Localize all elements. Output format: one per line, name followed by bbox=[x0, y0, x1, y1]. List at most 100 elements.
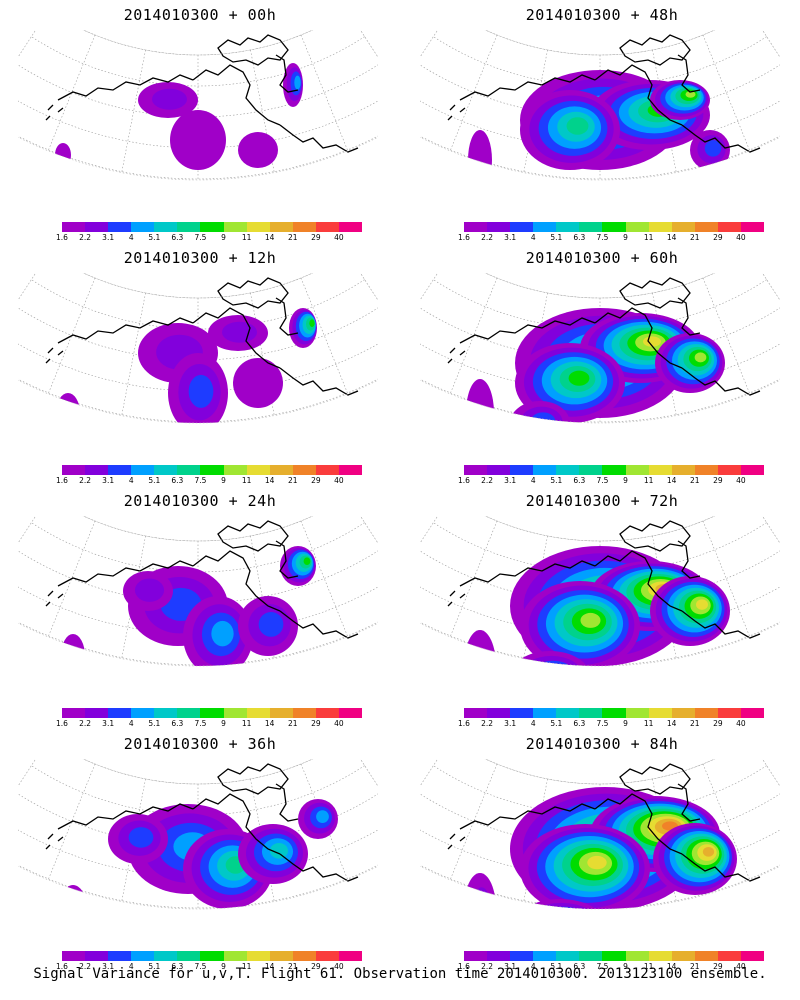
parallel-line bbox=[484, 759, 716, 785]
colorbar-segment bbox=[740, 708, 765, 718]
coastline bbox=[681, 853, 761, 882]
colorbar-tick-label: 9 bbox=[221, 476, 226, 485]
colorbar-tick-label: 1.6 bbox=[458, 962, 470, 971]
variance-contour bbox=[56, 393, 80, 424]
panel-title: 2014010300 + 72h bbox=[525, 492, 679, 510]
parallel-line bbox=[484, 273, 716, 299]
variance-contour bbox=[316, 810, 329, 823]
meridian-line bbox=[761, 516, 780, 544]
domain-outline bbox=[18, 759, 378, 910]
colorbar-tick-label: 6.3 bbox=[573, 962, 586, 971]
colorbar-labels: 1.6 2.2 3.1 4 5.1 6.3 7.5 9 11 14 21 29 40 bbox=[458, 719, 764, 729]
colorbar-tick-label: 21 bbox=[689, 476, 700, 485]
colorbar-segment bbox=[464, 222, 488, 232]
colorbar-segment bbox=[464, 465, 488, 475]
variance-contour bbox=[472, 887, 491, 910]
colorbar-tick-label: 21 bbox=[287, 476, 298, 485]
coastline bbox=[192, 64, 281, 126]
coastline bbox=[681, 367, 761, 396]
variance-field bbox=[468, 70, 730, 181]
coastline bbox=[677, 783, 701, 822]
colorbar-segment bbox=[671, 465, 695, 475]
colorbar-tick-label: 11 bbox=[643, 719, 654, 728]
colorbar-tick-label: 7.5 bbox=[596, 719, 609, 728]
parallel-line bbox=[420, 307, 780, 361]
parallel-line bbox=[420, 586, 780, 635]
colorbar-segment bbox=[85, 708, 109, 718]
colorbar bbox=[464, 465, 765, 475]
colorbar-segment bbox=[177, 708, 201, 718]
coastline bbox=[57, 803, 194, 830]
coastline bbox=[217, 277, 289, 309]
colorbar-segment bbox=[625, 708, 649, 718]
colorbar-segment bbox=[625, 465, 649, 475]
colorbar-tick-label: 14 bbox=[264, 233, 275, 242]
variance-contour bbox=[545, 910, 585, 932]
variance-contour bbox=[188, 374, 214, 408]
colorbar-labels: 1.6 2.2 3.1 4 5.1 6.3 7.5 9 11 14 21 29 40 bbox=[458, 962, 764, 972]
colorbar-segment bbox=[269, 465, 293, 475]
colorbar-tick-label: 40 bbox=[736, 962, 746, 971]
meridian-line bbox=[359, 30, 378, 58]
colorbar-tick-label: 29 bbox=[713, 719, 723, 728]
colorbar-segment bbox=[269, 708, 293, 718]
colorbar-tick-label: 40 bbox=[736, 476, 746, 485]
colorbar-tick-label: 14 bbox=[666, 233, 677, 242]
colorbar-segment bbox=[487, 951, 511, 961]
colorbar-tick-label: 5.1 bbox=[550, 719, 563, 728]
colorbar-segment bbox=[533, 708, 557, 718]
coastlines bbox=[45, 34, 359, 153]
map-panel: 2014010300 + 12h 1.6 2.2 3.1 4 5.1 6.3 7.5 9 11 14… bbox=[0, 243, 400, 488]
colorbar-tick-label: 9 bbox=[623, 962, 628, 971]
colorbar-segment bbox=[131, 951, 155, 961]
coastlines bbox=[45, 277, 359, 396]
map-panel: 2014010300 + 24h 1.6 2.2 3.1 4 5.1 6.3 7.5 9 11 14… bbox=[0, 486, 400, 731]
colorbar-tick-label: 2.2 bbox=[79, 719, 92, 728]
colorbar-tick-label: 29 bbox=[713, 476, 723, 485]
colorbar-tick-label: 11 bbox=[643, 233, 654, 242]
domain-outline bbox=[420, 273, 780, 424]
coastline bbox=[217, 520, 289, 552]
colorbar-segment bbox=[556, 222, 580, 232]
colorbar-segment bbox=[694, 222, 718, 232]
colorbar-segment bbox=[579, 465, 603, 475]
coastline bbox=[57, 74, 194, 101]
variance-contour bbox=[134, 578, 165, 602]
colorbar-tick-label: 2.2 bbox=[79, 476, 92, 485]
polar-map bbox=[420, 30, 780, 181]
colorbar-segment bbox=[85, 465, 109, 475]
colorbar-tick-label: 11 bbox=[643, 962, 654, 971]
variance-contour bbox=[568, 370, 590, 386]
domain-outline bbox=[420, 516, 780, 667]
colorbar bbox=[464, 708, 765, 718]
coastline bbox=[619, 277, 691, 309]
colorbar-tick-label: 5.1 bbox=[148, 233, 161, 242]
colorbar-segment bbox=[740, 465, 765, 475]
colorbar-tick-label: 14 bbox=[666, 962, 677, 971]
colorbar-tick-label: 7.5 bbox=[596, 962, 609, 971]
colorbar-tick-label: 6.3 bbox=[573, 233, 586, 242]
coastline bbox=[279, 124, 359, 153]
colorbar-tick-label: 2.2 bbox=[79, 962, 92, 971]
colorbar-tick-label: 5.1 bbox=[550, 233, 563, 242]
colorbar-segment bbox=[338, 708, 363, 718]
colorbar-segment bbox=[671, 222, 695, 232]
colorbar-segment bbox=[269, 222, 293, 232]
colorbar-tick-label: 14 bbox=[666, 476, 677, 485]
colorbar-segment bbox=[177, 222, 201, 232]
colorbar-segment bbox=[315, 951, 339, 961]
colorbar-tick-label: 11 bbox=[241, 476, 252, 485]
colorbar-tick-label: 3.1 bbox=[102, 962, 115, 971]
colorbar-tick-label: 4 bbox=[530, 719, 536, 728]
colorbar-segment bbox=[62, 222, 86, 232]
panel-title: 2014010300 + 60h bbox=[525, 249, 679, 267]
colorbar-segment bbox=[510, 222, 534, 232]
colorbar-segment bbox=[648, 222, 672, 232]
coastline bbox=[275, 297, 299, 336]
colorbar-segment bbox=[579, 951, 603, 961]
colorbar-segment bbox=[200, 951, 224, 961]
parallel-line bbox=[420, 793, 780, 847]
colorbar-tick-label: 7.5 bbox=[194, 719, 207, 728]
colorbar-segment bbox=[246, 951, 270, 961]
domain-outline bbox=[420, 759, 780, 910]
